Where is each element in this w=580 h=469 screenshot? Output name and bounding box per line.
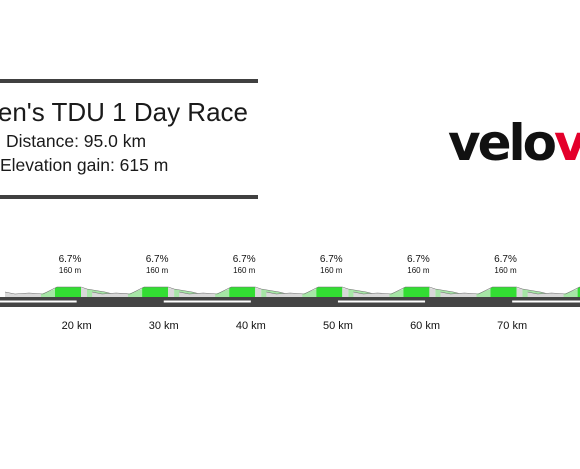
km-label-70: 70 km	[497, 320, 527, 332]
km-label-30: 30 km	[149, 320, 179, 332]
profile-segment-approach-2	[215, 289, 230, 297]
profile-segment-climb-5	[490, 287, 517, 297]
profile-segment-flat-1	[92, 292, 137, 297]
profile-outline-5	[440, 286, 549, 295]
profile-segments	[4, 286, 580, 297]
profile-segment-summit-4	[429, 288, 436, 297]
climb-gradient-label-5: 6.7%	[494, 254, 517, 265]
road-mark-10	[0, 300, 77, 303]
profile-segment-climb-3	[316, 287, 343, 297]
profile-segment-climb-4	[403, 287, 430, 297]
profile-segment-approach-3	[302, 289, 317, 297]
road-mark-50	[337, 300, 426, 303]
profile-segment-summit-0	[81, 288, 87, 297]
profile-segment-approach-6	[563, 289, 578, 297]
profile-segment-approach-4	[389, 289, 404, 297]
road-marks	[0, 300, 580, 303]
veloviewer-logo: veloviewer	[448, 118, 580, 168]
climb-length-label-0: 160 m	[59, 266, 82, 275]
climb-gradient-label-3: 6.7%	[320, 254, 343, 265]
profile-outline-3	[266, 286, 375, 295]
climb-length-label-3: 160 m	[320, 266, 343, 275]
profile-segment-flat-6	[527, 292, 572, 297]
logo-part-velo: velo	[448, 114, 557, 172]
profile-segment-climb-2	[229, 287, 256, 297]
profile-segment-approach-5	[476, 289, 491, 297]
profile-segment-flat-2	[179, 292, 224, 297]
race-elevation-gain: Elevation gain: 615 m	[0, 155, 169, 175]
profile-segment-summit-3	[342, 288, 349, 297]
climb-labels: 6.7%160 m6.7%160 m6.7%160 m6.7%160 m6.7%…	[59, 254, 517, 275]
km-label-60: 60 km	[410, 320, 440, 332]
climb-gradient-label-0: 6.7%	[59, 254, 82, 265]
race-distance: Distance: 95.0 km	[6, 131, 147, 151]
climb-length-label-5: 160 m	[494, 266, 517, 275]
title-rule-bottom	[0, 195, 258, 199]
title-rule-top	[0, 79, 258, 83]
climb-length-label-2: 160 m	[233, 266, 256, 275]
profile-segment-climb-6	[577, 287, 580, 297]
profile-segment-summit-1	[168, 288, 175, 297]
climb-length-label-4: 160 m	[407, 266, 430, 275]
profile-segment-summit-5	[516, 288, 523, 297]
road-mark-30	[163, 300, 251, 303]
profile-outline-0	[4, 286, 114, 295]
climb-gradient-label-1: 6.7%	[146, 254, 169, 265]
profile-segment-approach-1	[128, 289, 143, 297]
profile-segment-flat-3	[266, 292, 311, 297]
climb-gradient-label-2: 6.7%	[233, 254, 256, 265]
elevation-profile: 6.7%160 m6.7%160 m6.7%160 m6.7%160 m6.7%…	[0, 254, 580, 332]
profile-segment-summit-2	[255, 288, 262, 297]
profile-segment-flat-4	[353, 292, 398, 297]
profile-segment-flat-0	[5, 292, 49, 297]
profile-outline-2	[179, 286, 288, 295]
profile-outline-6	[527, 286, 580, 295]
profile-segment-climb-1	[142, 287, 169, 297]
title-box: Women's TDU 1 Day Race Distance: 95.0 km…	[0, 79, 258, 199]
profile-segment-flat-5	[440, 292, 485, 297]
km-labels: 20 km 30 km 40 km 50 km 60 km 70 km	[62, 320, 527, 332]
road-base	[0, 297, 580, 307]
race-title: Women's TDU 1 Day Race	[0, 97, 248, 127]
profile-outline-1	[92, 286, 201, 295]
climb-length-label-1: 160 m	[146, 266, 169, 275]
climb-gradient-label-4: 6.7%	[407, 254, 430, 265]
profile-segment-climb-0	[55, 287, 81, 297]
road-mark-70	[512, 300, 580, 303]
profile-outline-4	[353, 286, 462, 295]
km-label-50: 50 km	[323, 320, 353, 332]
profile-segment-approach-0	[41, 289, 55, 297]
km-label-20: 20 km	[62, 320, 92, 332]
logo-part-viewer: viewer	[554, 114, 580, 172]
km-label-40: 40 km	[236, 320, 266, 332]
